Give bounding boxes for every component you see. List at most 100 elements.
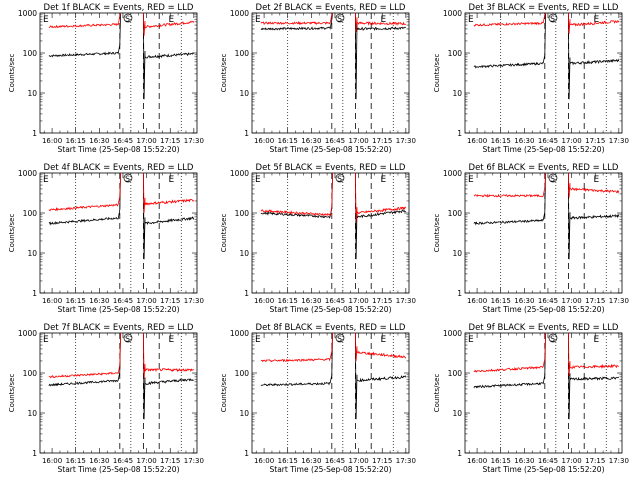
events-line: [260, 12, 333, 31]
lld-line: [260, 172, 333, 218]
x-tick-label: 16:15: [491, 137, 511, 145]
y-tick-label: 100: [235, 369, 250, 378]
marker-s-circle: [123, 13, 133, 23]
x-tick-label: 17:15: [585, 137, 605, 145]
marker-s: S: [550, 335, 555, 344]
x-tick-label: 16:00: [254, 457, 274, 465]
y-axis-label: Counts/sec: [8, 374, 16, 413]
x-tick-label: 16:30: [89, 457, 109, 465]
lld-line: [568, 172, 620, 198]
marker-s: S: [337, 175, 342, 184]
x-tick-label: 16:15: [491, 457, 511, 465]
y-axis-label: Counts/sec: [220, 374, 228, 413]
y-axis-label: Counts/sec: [8, 54, 16, 93]
marker-s: S: [550, 175, 555, 184]
plot-frame: [251, 172, 410, 294]
marker-e: E: [255, 335, 261, 345]
x-tick-label: 16:00: [254, 297, 274, 305]
x-tick-label: 16:30: [301, 457, 321, 465]
marker-s-circle: [123, 333, 133, 343]
events-line: [143, 172, 195, 260]
x-tick-label: 17:15: [160, 457, 180, 465]
panel-title: Det 1f BLACK = Events, RED = LLD: [44, 3, 194, 13]
detector-panel: Det 5f BLACK = Events, RED = LLD 1 10 100 10…: [220, 163, 416, 314]
x-tick-label: 17:15: [372, 457, 392, 465]
y-tick-label: 10: [27, 89, 37, 98]
x-axis-label: Start Time (25-Sep-08 15:52:20): [483, 465, 605, 474]
x-tick-label: 16:00: [42, 457, 62, 465]
events-line: [473, 332, 546, 389]
x-tick-label: 16:15: [491, 297, 511, 305]
lld-line: [48, 12, 121, 29]
events-line: [260, 332, 333, 387]
lld-line: [473, 12, 546, 27]
events-line: [355, 12, 407, 100]
x-axis-label: Start Time (25-Sep-08 15:52:20): [483, 145, 605, 154]
x-tick-label: 16:00: [42, 137, 62, 145]
detector-panel: Det 6f BLACK = Events, RED = LLD 1 10 100 10…: [433, 163, 629, 314]
marker-s: S: [337, 15, 342, 24]
detector-panel: Det 7f BLACK = Events, RED = LLD 1 10 100 10…: [8, 323, 204, 474]
x-tick-label: 17:00: [136, 297, 156, 305]
x-tick-label: 16:00: [42, 297, 62, 305]
lld-line: [355, 172, 407, 222]
events-line: [568, 332, 620, 420]
plot-frame: [251, 12, 410, 134]
marker-e: E: [168, 335, 174, 345]
y-axis-label: Counts/sec: [8, 214, 16, 253]
y-tick-label: 1000: [18, 329, 37, 338]
y-tick-label: 100: [235, 49, 250, 58]
lld-line: [48, 332, 121, 379]
panel-title: Det 9f BLACK = Events, RED = LLD: [469, 323, 619, 333]
y-tick-label: 100: [448, 209, 463, 218]
x-tick-label: 16:30: [301, 297, 321, 305]
panel-title: Det 3f BLACK = Events, RED = LLD: [469, 3, 619, 13]
x-tick-label: 17:30: [396, 457, 416, 465]
x-tick-label: 16:45: [325, 457, 345, 465]
x-tick-label: 16:15: [278, 297, 298, 305]
x-tick-label: 17:00: [561, 297, 581, 305]
y-tick-label: 10: [27, 409, 37, 418]
x-tick-label: 16:15: [278, 137, 298, 145]
events-line: [48, 332, 121, 387]
x-tick-label: 16:45: [325, 297, 345, 305]
x-tick-label: 16:00: [467, 297, 487, 305]
y-axis-label: Counts/sec: [433, 214, 441, 253]
plot-frame: [39, 12, 198, 134]
marker-e: E: [380, 15, 386, 25]
x-tick-label: 16:45: [538, 457, 558, 465]
detector-panel: Det 8f BLACK = Events, RED = LLD 1 10 100 10…: [220, 323, 416, 474]
marker-s: S: [125, 175, 130, 184]
x-tick-label: 16:15: [278, 457, 298, 465]
y-tick-label: 100: [23, 369, 38, 378]
x-tick-label: 16:45: [113, 457, 133, 465]
x-tick-label: 17:00: [561, 457, 581, 465]
panel-title: Det 2f BLACK = Events, RED = LLD: [256, 3, 406, 13]
detector-panel: Det 3f BLACK = Events, RED = LLD 1 10 100 10…: [433, 3, 629, 154]
x-tick-label: 16:45: [113, 297, 133, 305]
x-tick-label: 17:30: [609, 457, 629, 465]
x-tick-label: 17:00: [348, 297, 368, 305]
x-tick-label: 16:45: [538, 137, 558, 145]
marker-s-circle: [123, 173, 133, 183]
marker-s-circle: [548, 173, 558, 183]
y-tick-label: 1: [457, 289, 462, 298]
marker-e: E: [168, 175, 174, 185]
lld-line: [355, 332, 407, 362]
y-tick-label: 1000: [443, 9, 462, 18]
y-tick-label: 1: [457, 449, 462, 458]
lld-line: [568, 332, 619, 377]
x-axis-label: Start Time (25-Sep-08 15:52:20): [58, 145, 180, 154]
x-axis-label: Start Time (25-Sep-08 15:52:20): [270, 465, 392, 474]
x-tick-label: 16:00: [467, 137, 487, 145]
detector-panel: Det 1f BLACK = Events, RED = LLD 1 10 100 10…: [8, 3, 204, 154]
y-tick-label: 1000: [443, 169, 462, 178]
x-tick-label: 16:00: [467, 457, 487, 465]
lld-line: [143, 172, 195, 213]
x-tick-label: 17:00: [561, 137, 581, 145]
marker-s-circle: [548, 333, 558, 343]
marker-s-circle: [335, 333, 345, 343]
marker-e: E: [380, 175, 386, 185]
y-axis-label: Counts/sec: [220, 214, 228, 253]
y-tick-label: 100: [448, 49, 463, 58]
